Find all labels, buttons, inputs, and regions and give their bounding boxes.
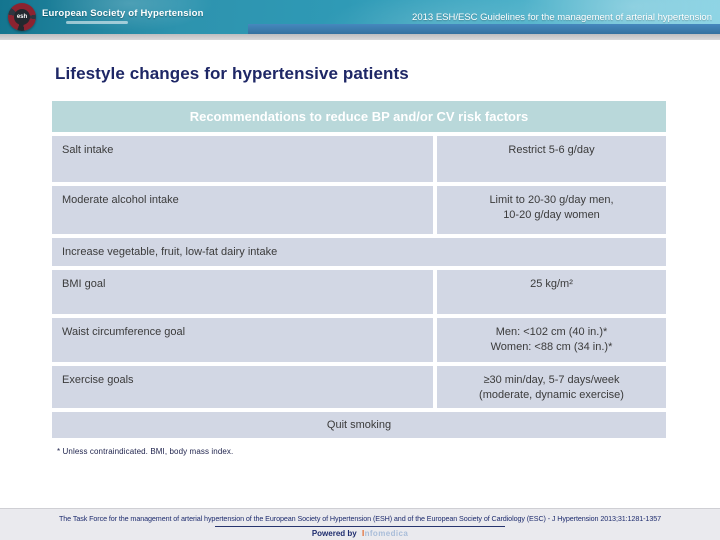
footer: The Task Force for the management of art… xyxy=(0,508,720,540)
table-row: BMI goal 25 kg/m² xyxy=(52,270,666,314)
banner-divider xyxy=(0,34,720,40)
row-label: Increase vegetable, fruit, low-fat dairy… xyxy=(52,238,666,266)
table-row: Exercise goals ≥30 min/day, 5-7 days/week… xyxy=(52,366,666,408)
row-value-line: Limit to 20-30 g/day men, xyxy=(489,194,614,206)
reference-text: The Task Force for the management of art… xyxy=(58,514,662,523)
row-value-line: 25 kg/m² xyxy=(530,278,573,290)
row-label: Moderate alcohol intake xyxy=(52,186,433,234)
brand-text: Infomedica xyxy=(361,529,409,538)
row-value-line: 10-20 g/day women xyxy=(503,208,600,221)
table-row: Quit smoking xyxy=(52,412,666,438)
recommendations-table: Recommendations to reduce BP and/or CV r… xyxy=(52,101,666,442)
row-value: Restrict 5-6 g/day xyxy=(437,136,666,182)
header-banner: esh European Society of Hypertension 201… xyxy=(0,0,720,34)
table-header: Recommendations to reduce BP and/or CV r… xyxy=(52,101,666,132)
table-row: Moderate alcohol intake Limit to 20-30 g/… xyxy=(52,186,666,234)
row-value: 25 kg/m² xyxy=(437,270,666,314)
table-footnote: * Unless contraindicated. BMI, body mass… xyxy=(57,447,234,456)
table-row: Increase vegetable, fruit, low-fat dairy… xyxy=(52,238,666,266)
row-label: Waist circumference goal xyxy=(52,318,433,362)
banner-subbar xyxy=(248,24,720,34)
row-value-line: Women: <88 cm (34 in.)* xyxy=(490,340,613,353)
row-label: BMI goal xyxy=(52,270,433,314)
guidelines-title: 2013 ESH/ESC Guidelines for the manageme… xyxy=(412,12,712,23)
logo-tagline xyxy=(66,21,128,24)
org-name: European Society of Hypertension xyxy=(42,8,204,19)
esh-logo-icon: esh xyxy=(8,3,36,31)
powered-by: Powered by Infomedica xyxy=(0,529,720,538)
table-row: Waist circumference goal Men: <102 cm (40… xyxy=(52,318,666,362)
esh-logo-text: esh xyxy=(14,9,30,25)
row-value-line: ≥30 min/day, 5-7 days/week xyxy=(483,374,620,386)
table-row: Salt intake Restrict 5-6 g/day xyxy=(52,136,666,182)
row-value-line: Men: <102 cm (40 in.)* xyxy=(495,326,608,338)
row-value: ≥30 min/day, 5-7 days/week (moderate, dyn… xyxy=(437,366,666,408)
slide-title: Lifestyle changes for hypertensive patie… xyxy=(55,64,409,83)
row-value: Men: <102 cm (40 in.)* Women: <88 cm (34 … xyxy=(437,318,666,362)
row-label: Salt intake xyxy=(52,136,433,182)
row-label: Quit smoking xyxy=(52,412,666,438)
row-value-line: Restrict 5-6 g/day xyxy=(508,144,595,156)
row-value-line: (moderate, dynamic exercise) xyxy=(479,388,624,401)
row-value: Limit to 20-30 g/day men, 10-20 g/day wom… xyxy=(437,186,666,234)
row-label: Exercise goals xyxy=(52,366,433,408)
table-rows: Salt intake Restrict 5-6 g/day Moderate al… xyxy=(52,136,666,438)
footer-divider xyxy=(215,526,505,527)
powered-by-label: Powered by xyxy=(311,529,357,538)
